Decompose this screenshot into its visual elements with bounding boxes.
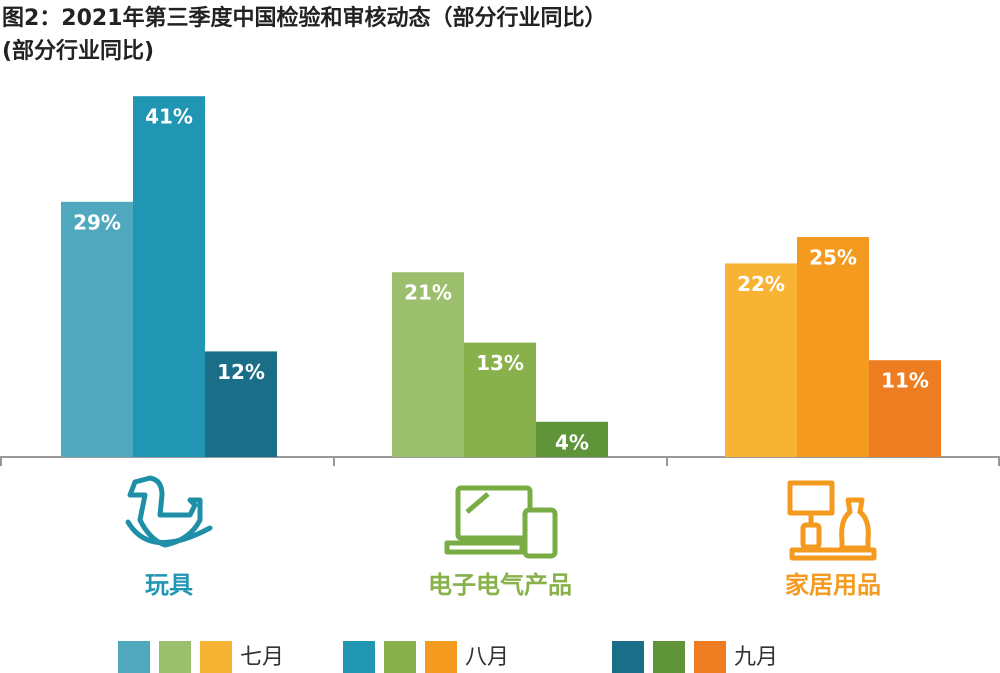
bar [133, 96, 205, 457]
chart-subtitle: (部分行业同比) [2, 38, 154, 64]
bar [464, 342, 536, 457]
legend-label: 九月 [734, 645, 778, 670]
legend-swatch [159, 641, 191, 673]
bar [61, 201, 133, 457]
category-label: 家居用品 [785, 571, 881, 599]
data-label: 22% [737, 272, 785, 296]
bar [536, 421, 608, 457]
toy-icon [125, 475, 213, 548]
data-label: 11% [881, 369, 929, 393]
legend-swatch [343, 641, 375, 673]
bar [869, 360, 941, 457]
legend-swatch [653, 641, 685, 673]
bar [392, 272, 464, 457]
data-label: 13% [476, 351, 524, 375]
data-label: 12% [217, 360, 265, 384]
bar [725, 263, 797, 457]
data-label: 41% [145, 105, 193, 129]
data-label: 21% [404, 281, 452, 305]
legend-swatch [694, 641, 726, 673]
chart-title: 图2：2021年第三季度中国检验和审核动态（部分行业同比） [2, 5, 607, 31]
data-label: 25% [809, 246, 857, 270]
data-label: 29% [73, 210, 121, 234]
legend-swatch [384, 641, 416, 673]
legend-label: 八月 [465, 645, 509, 670]
category-label: 电子电气产品 [428, 571, 572, 599]
legend-label: 七月 [240, 645, 284, 670]
legend-swatch [425, 641, 457, 673]
legend-swatch [118, 641, 150, 673]
category-label: 玩具 [145, 571, 193, 599]
bar [205, 351, 277, 457]
legend-swatch [200, 641, 232, 673]
home-icon [787, 480, 877, 561]
data-label: 4% [555, 430, 589, 454]
electronics-icon [444, 485, 558, 559]
axis-ticks [0, 457, 1000, 466]
legend-swatch [612, 641, 644, 673]
bar [797, 237, 869, 457]
